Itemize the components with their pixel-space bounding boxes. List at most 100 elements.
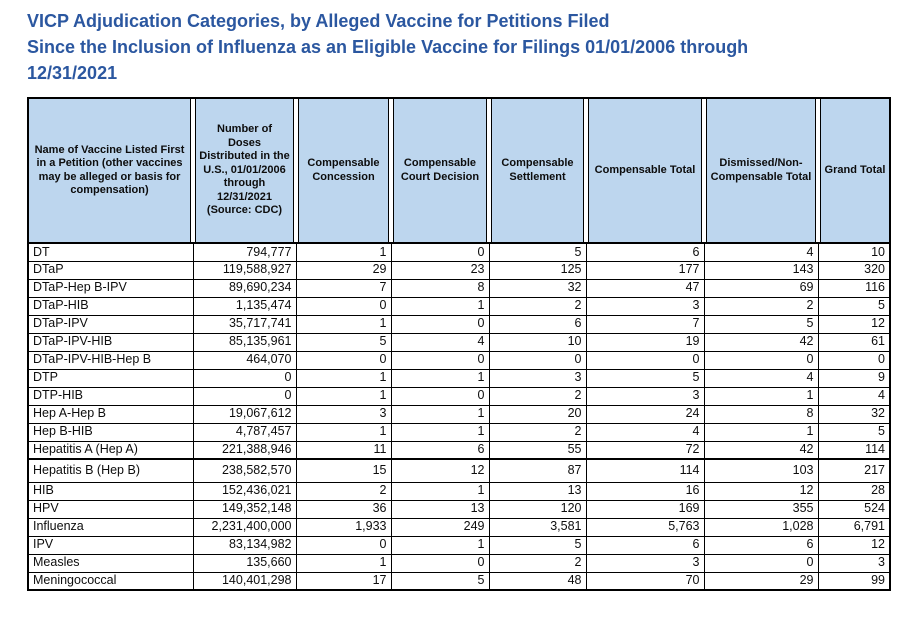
cell-vaccine-name: Hep B-HIB	[27, 422, 194, 442]
cell-compensable-total: 4	[585, 422, 705, 442]
cell-grand-total: 4	[817, 386, 891, 406]
cell-settlement: 10	[488, 332, 587, 352]
cell-dismissed-total: 6	[703, 535, 819, 555]
cell-court-decision: 1	[390, 404, 490, 424]
cell-settlement: 5	[488, 535, 587, 555]
cell-vaccine-name: DTaP-IPV-HIB-Hep B	[27, 350, 194, 370]
cell-doses: 2,231,400,000	[192, 517, 297, 537]
cell-compensable-total: 5	[585, 368, 705, 388]
cell-court-decision: 8	[390, 278, 490, 298]
cell-compensable-total: 5,763	[585, 517, 705, 537]
cell-grand-total: 5	[817, 422, 891, 442]
cell-grand-total: 61	[817, 332, 891, 352]
cell-dismissed-total: 1,028	[703, 517, 819, 537]
cell-vaccine-name: DTP-HIB	[27, 386, 194, 406]
cell-compensable-total: 24	[585, 404, 705, 424]
cell-concession: 1	[295, 314, 392, 334]
cell-grand-total: 32	[817, 404, 891, 424]
cell-settlement: 120	[488, 499, 587, 519]
cell-grand-total: 99	[817, 571, 891, 591]
cell-court-decision: 0	[390, 553, 490, 573]
cell-grand-total: 10	[817, 242, 891, 262]
cell-grand-total: 6,791	[817, 517, 891, 537]
cell-grand-total: 9	[817, 368, 891, 388]
cell-doses: 464,070	[192, 350, 297, 370]
cell-doses: 140,401,298	[192, 571, 297, 591]
cell-compensable-total: 6	[585, 535, 705, 555]
header-cell-label: Compensable Concession	[298, 99, 389, 242]
cell-compensable-total: 7	[585, 314, 705, 334]
cell-grand-total: 0	[817, 350, 891, 370]
cell-concession: 29	[295, 260, 392, 280]
table-row: Hep A-Hep B 19,067,612 3 1 20 24 8 32	[27, 404, 891, 424]
table-row: DTaP-HIB 1,135,474 0 1 2 3 2 5	[27, 296, 891, 316]
cell-court-decision: 0	[390, 242, 490, 262]
cell-vaccine-name: DT	[27, 242, 194, 262]
cell-vaccine-name: Influenza	[27, 517, 194, 537]
cell-concession: 1	[295, 368, 392, 388]
header-compensable-court-decision: Compensable Court Decision	[391, 98, 489, 244]
cell-compensable-total: 169	[585, 499, 705, 519]
cell-vaccine-name: DTaP-HIB	[27, 296, 194, 316]
table-body: DT 794,777 1 0 5 6 4 10 DTaP 119,588,927 29 23 125 17…	[27, 242, 891, 591]
cell-settlement: 125	[488, 260, 587, 280]
vicp-adjudication-table: Name of Vaccine Listed First in a Petiti…	[27, 97, 891, 591]
cell-settlement: 5	[488, 242, 587, 262]
cell-dismissed-total: 0	[703, 553, 819, 573]
cell-concession: 0	[295, 350, 392, 370]
cell-court-decision: 0	[390, 314, 490, 334]
cell-compensable-total: 19	[585, 332, 705, 352]
cell-court-decision: 12	[390, 458, 490, 483]
table-row: HPV 149,352,148 36 13 120 169 355 524	[27, 499, 891, 519]
cell-compensable-total: 0	[585, 350, 705, 370]
cell-grand-total: 217	[817, 458, 891, 483]
header-dismissed-noncompensable-total: Dismissed/Non-Compensable Total	[704, 98, 818, 244]
header-grand-total: Grand Total	[818, 98, 890, 244]
cell-compensable-total: 16	[585, 481, 705, 501]
table-row: DTP-HIB 0 1 0 2 3 1 4	[27, 386, 891, 406]
cell-doses: 1,135,474	[192, 296, 297, 316]
header-cell-label: Name of Vaccine Listed First in a Petiti…	[29, 99, 191, 242]
cell-dismissed-total: 42	[703, 440, 819, 460]
table-row: IPV 83,134,982 0 1 5 6 6 12	[27, 535, 891, 555]
table-row: Meningococcal 140,401,298 17 5 48 70 29 99	[27, 571, 891, 591]
header-vaccine-name: Name of Vaccine Listed First in a Petiti…	[28, 98, 193, 244]
cell-compensable-total: 6	[585, 242, 705, 262]
header-compensable-settlement: Compensable Settlement	[489, 98, 586, 244]
cell-concession: 36	[295, 499, 392, 519]
table-row: DT 794,777 1 0 5 6 4 10	[27, 242, 891, 262]
title-line-2: Since the Inclusion of Influenza as an E…	[27, 37, 749, 57]
cell-doses: 0	[192, 386, 297, 406]
header-cell-label: Compensable Settlement	[491, 99, 584, 242]
cell-doses: 35,717,741	[192, 314, 297, 334]
cell-doses: 4,787,457	[192, 422, 297, 442]
cell-vaccine-name: Meningococcal	[27, 571, 194, 591]
cell-doses: 238,582,570	[192, 458, 297, 483]
cell-vaccine-name: DTaP	[27, 260, 194, 280]
header-row: Name of Vaccine Listed First in a Petiti…	[28, 98, 890, 244]
header-cell-label: Number of Doses Distributed in the U.S.,…	[195, 99, 294, 242]
cell-doses: 794,777	[192, 242, 297, 262]
header-cell-label: Grand Total	[820, 99, 889, 242]
table-row: DTaP-IPV-HIB-Hep B 464,070 0 0 0 0 0 0	[27, 350, 891, 370]
cell-doses: 0	[192, 368, 297, 388]
cell-settlement: 0	[488, 350, 587, 370]
cell-compensable-total: 3	[585, 553, 705, 573]
cell-settlement: 3	[488, 368, 587, 388]
cell-settlement: 2	[488, 422, 587, 442]
cell-vaccine-name: DTaP-IPV	[27, 314, 194, 334]
header-compensable-concession: Compensable Concession	[296, 98, 391, 244]
table-row: DTaP 119,588,927 29 23 125 177 143 320	[27, 260, 891, 280]
cell-dismissed-total: 69	[703, 278, 819, 298]
cell-vaccine-name: Hepatitis A (Hep A)	[27, 440, 194, 460]
cell-settlement: 13	[488, 481, 587, 501]
cell-dismissed-total: 5	[703, 314, 819, 334]
cell-vaccine-name: HPV	[27, 499, 194, 519]
cell-concession: 11	[295, 440, 392, 460]
cell-doses: 19,067,612	[192, 404, 297, 424]
cell-settlement: 2	[488, 553, 587, 573]
table-header: Name of Vaccine Listed First in a Petiti…	[28, 98, 890, 244]
cell-vaccine-name: DTaP-IPV-HIB	[27, 332, 194, 352]
title-line-1: VICP Adjudication Categories, by Alleged…	[27, 11, 610, 31]
